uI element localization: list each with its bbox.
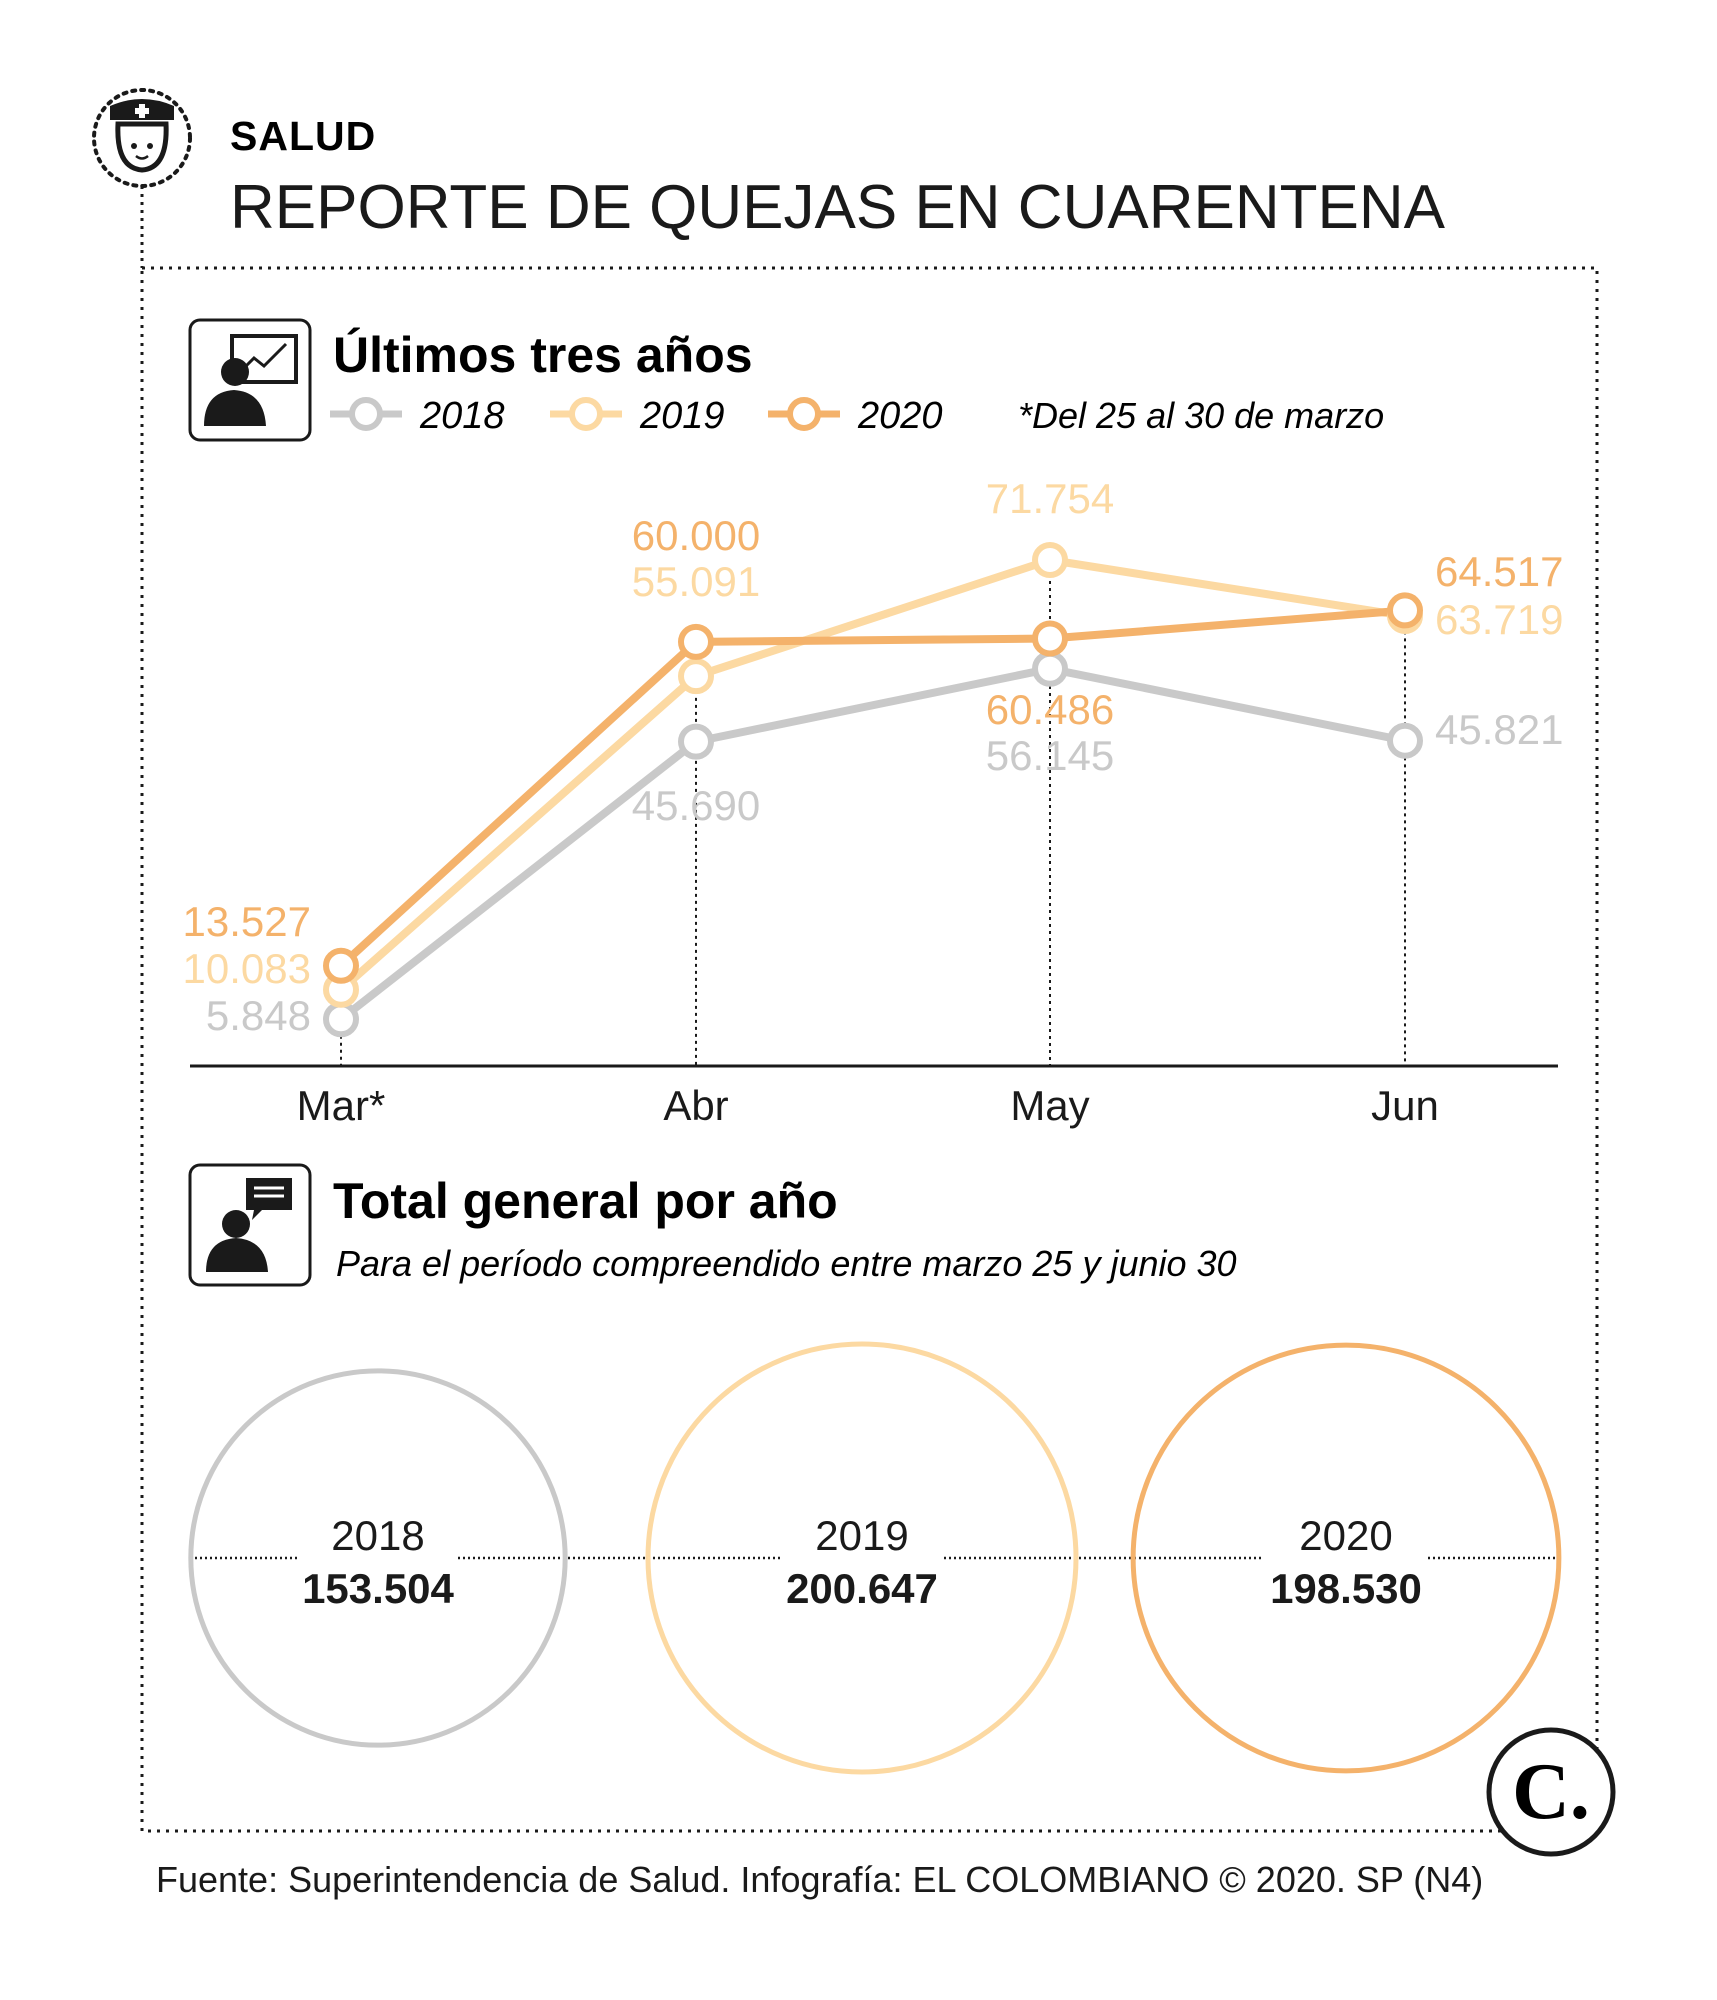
totals-section-title: Total general por año (333, 1173, 838, 1229)
legend-footnote: *Del 25 al 30 de marzo (1018, 395, 1384, 436)
x-tick-label: Mar* (297, 1082, 386, 1129)
totals-bubbles: 2018 153.504 2019 200.647 2020 198.530 (188, 1341, 1562, 1775)
vertical-guides (340, 560, 1406, 1066)
series-points (323, 542, 1423, 1038)
legend-label-2020: 2020 (857, 395, 943, 437)
data-label-2019: 71.754 (986, 475, 1114, 522)
bubble-year-label: 2018 (331, 1512, 424, 1559)
legend-label-2019: 2019 (639, 395, 725, 437)
logo-letter: C. (1512, 1748, 1590, 1836)
point-2020 (678, 623, 714, 660)
series-line-2018 (338, 664, 1406, 1023)
bubble-value-label: 198.530 (1270, 1565, 1422, 1612)
bubble-circles (188, 1341, 1562, 1775)
data-label-2018: 45.690 (632, 782, 760, 829)
x-tick-labels: Mar* Abr May Jun (297, 1082, 1439, 1129)
el-colombiano-logo: C. (1486, 1727, 1616, 1857)
point-2020 (1387, 592, 1423, 629)
point-2020 (323, 947, 359, 984)
totals-section-subtitle: Para el período compreendido entre marzo… (336, 1243, 1237, 1284)
series-line-2019 (338, 556, 1406, 993)
x-tick-label: Jun (1371, 1082, 1439, 1129)
section-label: SALUD (230, 113, 376, 159)
bubble-year-label: 2019 (815, 1512, 908, 1559)
series-line-2020 (338, 606, 1406, 969)
bubble-value-label: 153.504 (302, 1565, 454, 1612)
data-label-2019: 63.719 (1435, 596, 1563, 643)
data-label-2018: 56.145 (986, 732, 1114, 779)
legend-label-2018: 2018 (419, 395, 505, 437)
data-labels: 5.848 45.690 56.145 45.821 10.083 55.091 71.75… (183, 475, 1564, 1039)
point-2018 (1032, 650, 1068, 687)
data-label-2020: 60.486 (986, 686, 1114, 733)
bubble-labels: 2018 153.504 2019 200.647 2020 198.530 (302, 1512, 1422, 1612)
point-2018 (323, 1001, 359, 1038)
data-label-2018: 45.821 (1435, 706, 1563, 753)
nurse-icon (92, 88, 192, 188)
legend-marker-2019 (569, 397, 603, 431)
legend-marker-2020 (787, 397, 821, 431)
bubble-2018 (188, 1368, 568, 1748)
chart-section-title: Últimos tres años (333, 327, 753, 383)
point-2018 (1387, 722, 1423, 759)
data-label-2019: 10.083 (183, 945, 311, 992)
x-tick-label: Abr (663, 1082, 728, 1129)
x-tick-label: May (1010, 1082, 1089, 1129)
point-2019 (1032, 542, 1068, 578)
data-label-2020: 64.517 (1435, 548, 1563, 595)
dotted-frame (140, 266, 1599, 1833)
series-lines (338, 556, 1406, 1023)
bubble-2020 (1130, 1342, 1562, 1774)
data-label-2019: 55.091 (632, 558, 760, 605)
page-title: REPORTE DE QUEJAS EN CUARENTENA (230, 173, 1446, 242)
presentation-icon (188, 318, 312, 442)
data-label-2020: 13.527 (183, 898, 311, 945)
data-label-2018: 5.848 (206, 992, 311, 1039)
source-footer: Fuente: Superintendencia de Salud. Infog… (156, 1859, 1483, 1900)
legend: 2018 2019 2020 *Del 25 al 30 de marzo (330, 395, 1384, 437)
bubble-2019 (645, 1341, 1079, 1775)
data-label-2020: 60.000 (632, 512, 760, 559)
point-2020 (1032, 620, 1068, 657)
legend-marker-2018 (349, 397, 383, 431)
bubble-year-label: 2020 (1299, 1512, 1392, 1559)
speech-bubble-person-icon (188, 1163, 312, 1287)
point-2018 (678, 723, 714, 760)
line-chart: Mar* Abr May Jun 5.848 45.690 56.145 45.821 10.… (183, 475, 1564, 1129)
bubble-value-label: 200.647 (786, 1565, 938, 1612)
point-2019 (678, 658, 714, 695)
